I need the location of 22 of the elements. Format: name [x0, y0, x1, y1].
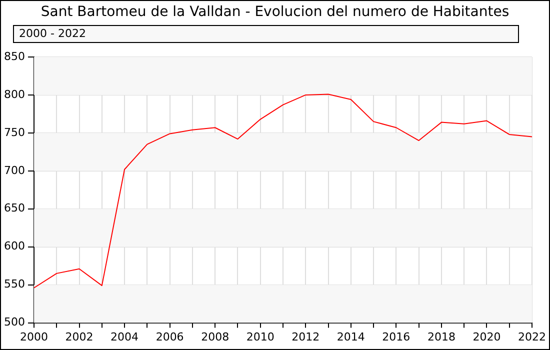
y-tick-label: 600 [4, 240, 25, 253]
x-tick-label: 2018 [427, 330, 456, 344]
x-tick-label: 2022 [518, 330, 546, 344]
x-tick-label: 2016 [382, 330, 410, 344]
x-tick-label: 2006 [156, 330, 184, 344]
x-tick-label: 2010 [246, 330, 274, 344]
chart-title: Sant Bartomeu de la Valldan - Evolucion del numero de Habitantes [40, 3, 510, 22]
y-tick-label: 850 [4, 50, 25, 63]
x-tick-label: 2000 [20, 330, 48, 344]
y-tick-label: 650 [4, 202, 25, 215]
chart-subtitle: 2000 - 2022 [19, 27, 86, 40]
y-tick-label: 800 [4, 88, 25, 101]
y-tick-label: 550 [4, 278, 25, 291]
y-tick-label: 750 [4, 126, 25, 139]
x-tick-label: 2020 [472, 330, 501, 344]
x-tick-label: 2012 [292, 330, 320, 344]
y-tick-label: 500 [4, 316, 25, 329]
x-tick-label: 2008 [201, 330, 230, 344]
x-tick-label: 2002 [65, 330, 94, 344]
x-tick-label: 2014 [336, 330, 365, 344]
x-tick-label: 2004 [110, 330, 139, 344]
y-tick-label: 700 [4, 164, 25, 177]
